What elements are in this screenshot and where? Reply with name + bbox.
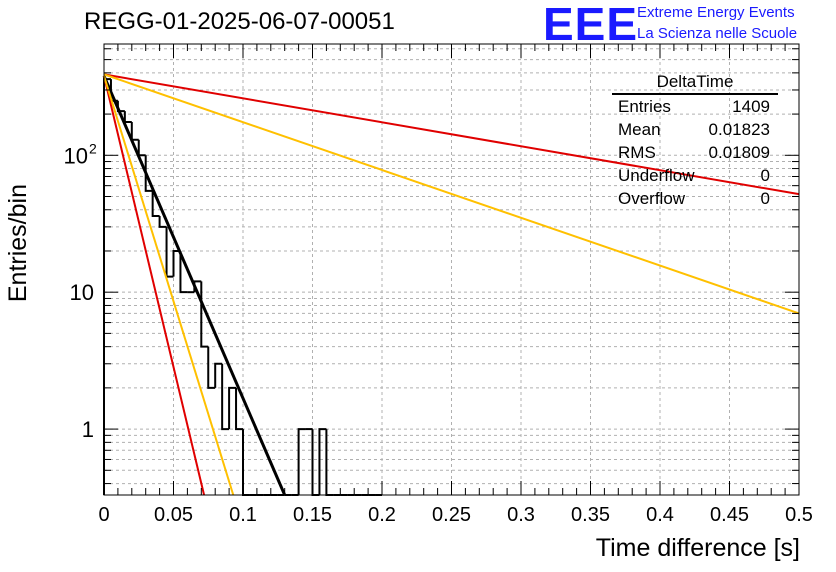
- x-tick-label: 0.05: [154, 504, 193, 526]
- stats-value: 0.01809: [708, 143, 770, 162]
- x-tick-label: 0.15: [293, 504, 332, 526]
- x-tick-label: 0.1: [229, 504, 257, 526]
- stats-value: 0.01823: [708, 120, 770, 139]
- histogram-bin: [103, 78, 111, 495]
- x-axis-title: Time difference [s]: [595, 534, 800, 562]
- stats-row: Mean 0.01823: [612, 118, 778, 141]
- logo-subtitle-2: La Scienza nelle Scuole: [637, 25, 798, 42]
- x-tick-label: 0.5: [785, 504, 813, 526]
- histogram-bin: [235, 387, 243, 431]
- histogram-bin: [228, 386, 237, 430]
- histogram-bin: [311, 429, 320, 496]
- y-axis-title: Entries/bin: [4, 184, 32, 303]
- x-tick-label: 0.45: [710, 504, 749, 526]
- y-tick-label: 1: [82, 417, 94, 442]
- histogram-bin: [318, 428, 327, 495]
- histogram-bin: [172, 249, 181, 277]
- histogram-bin: [325, 429, 334, 496]
- fit-line-red-shallow: [103, 73, 800, 196]
- histogram-bin: [297, 428, 306, 495]
- histogram-bin: [214, 362, 223, 388]
- y-tick-exponent: 2: [89, 140, 97, 156]
- stats-label: Underflow: [618, 166, 695, 185]
- stats-label: Entries: [618, 97, 671, 116]
- histogram-bin: [221, 363, 230, 431]
- histogram-bin: [242, 429, 250, 496]
- stats-label: Mean: [618, 120, 661, 139]
- stats-label: RMS: [618, 143, 656, 162]
- x-tick-label: 0.35: [571, 504, 610, 526]
- stats-row: Entries 1409: [612, 95, 778, 118]
- histogram-bin: [207, 346, 216, 389]
- histogram-bin: [130, 122, 139, 141]
- y-tick-label: 10: [64, 143, 88, 168]
- histogram-bin: [151, 190, 160, 218]
- stats-box: DeltaTime Entries 1409 Mean 0.01823 RMS …: [612, 71, 778, 210]
- x-tick-label: 0.4: [646, 504, 674, 526]
- stats-row: RMS 0.01809: [612, 141, 778, 164]
- histogram-bin: [179, 250, 188, 294]
- stats-value: 0: [760, 189, 770, 208]
- x-tick-label: 0.2: [368, 504, 396, 526]
- stats-label: Overflow: [618, 189, 686, 208]
- x-tick-label: 0.25: [432, 504, 471, 526]
- axis-layer: 0 0.05 0.1 0.15 0.2 0.25 0.3 0.35 0.4 0.45 0.5 1 10 1…: [64, 44, 813, 526]
- x-tick-label: 0.3: [507, 504, 535, 526]
- logo-subtitle-1: Extreme Energy Events: [637, 4, 795, 21]
- histogram-bin: [158, 216, 167, 228]
- stats-row: Underflow 0: [612, 164, 778, 187]
- stats-value: 0: [760, 166, 770, 185]
- stats-value: 1409: [732, 97, 770, 116]
- stats-title: DeltaTime: [612, 71, 778, 95]
- chart-title: REGG-01-2025-06-07-00051: [84, 8, 395, 35]
- histogram-bin: [137, 139, 146, 157]
- fit-line-orange-steep: [103, 75, 235, 496]
- fit-line-fit: [102, 75, 287, 496]
- fit-line-red-steep: [103, 75, 206, 496]
- y-tick-label: 10: [70, 280, 94, 305]
- histogram-bin: [123, 111, 132, 124]
- fit-line-orange-shallow: [103, 73, 800, 315]
- x-tick-label: 0: [98, 504, 109, 526]
- histogram-bin: [144, 155, 153, 192]
- eee-logo: EEE: [543, 0, 639, 50]
- stats-row: Overflow 0: [612, 187, 778, 210]
